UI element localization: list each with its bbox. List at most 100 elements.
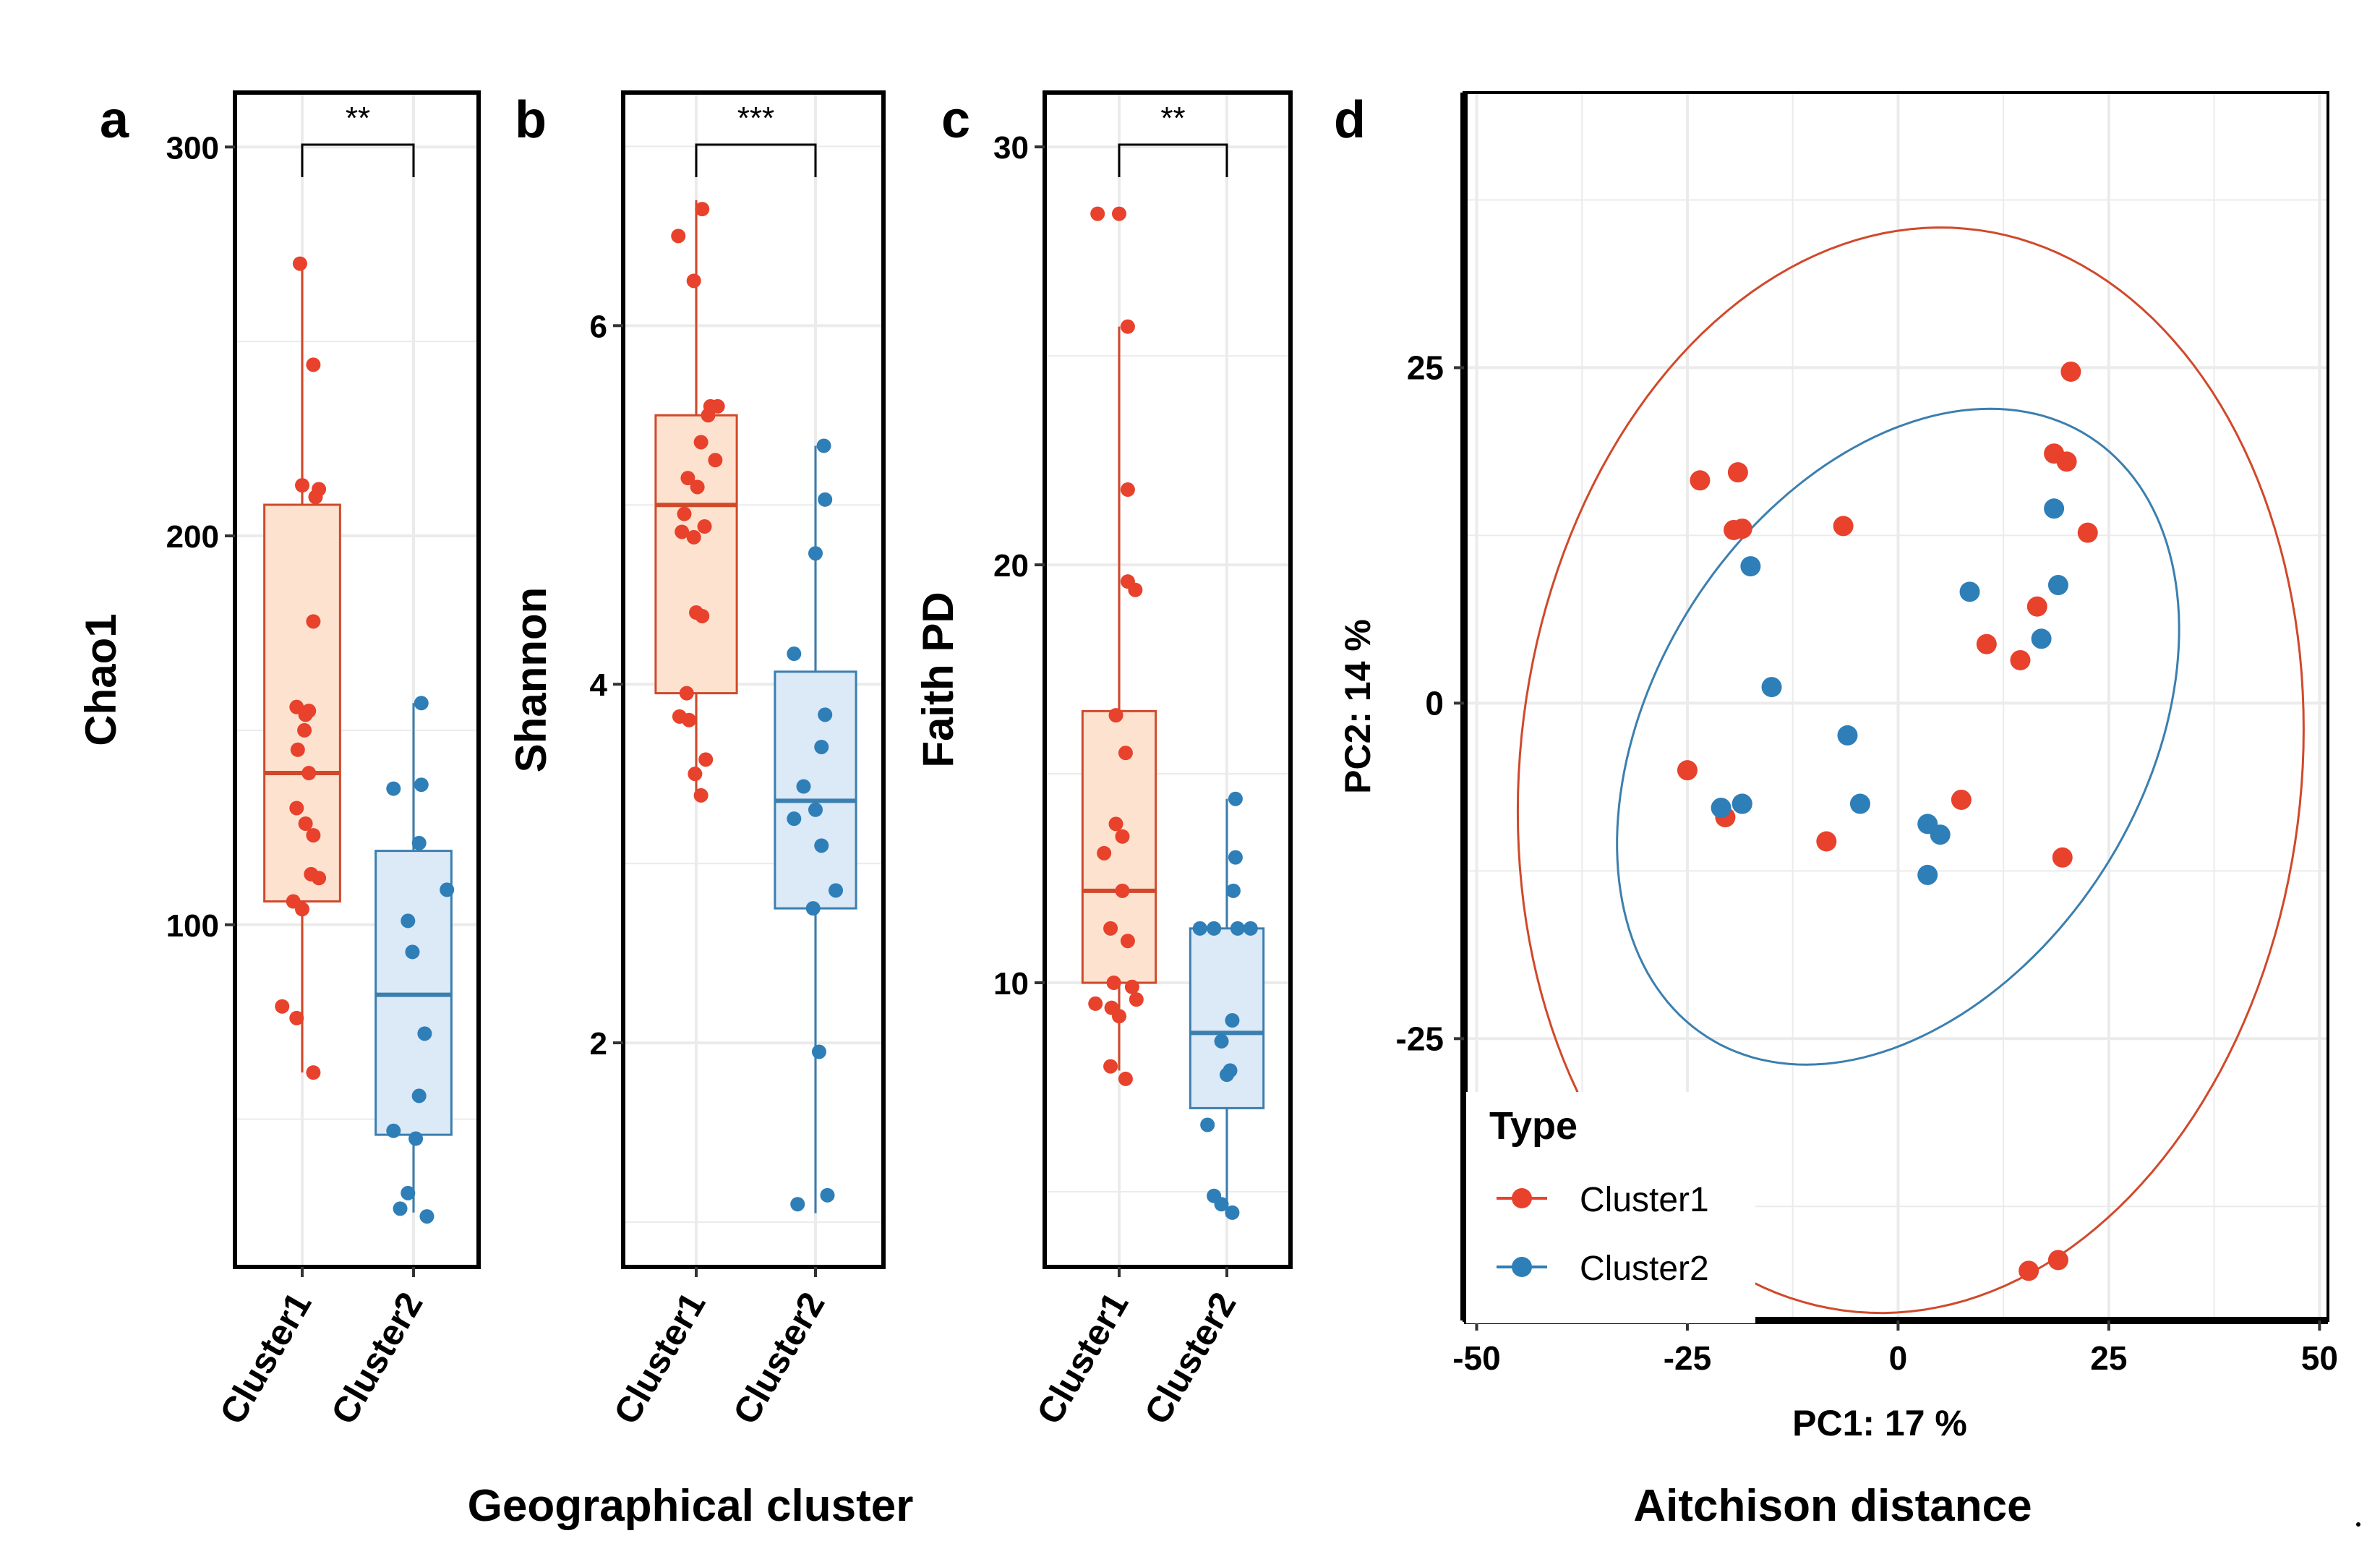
data-point xyxy=(677,506,692,521)
data-point xyxy=(1207,921,1222,936)
scatter-point xyxy=(1727,462,1748,483)
scatter-point xyxy=(2044,498,2065,519)
x-tick-label: Cluster1 xyxy=(1029,1286,1137,1431)
data-point xyxy=(1225,883,1241,898)
data-point xyxy=(1103,1059,1118,1074)
y-tick-label: 6 xyxy=(590,309,607,344)
data-point xyxy=(298,707,313,722)
box-cluster2 xyxy=(1189,798,1265,1217)
ellipse-cluster1 xyxy=(1516,226,2305,1315)
data-point xyxy=(1090,206,1105,221)
significance-label: ** xyxy=(346,101,370,136)
data-point xyxy=(686,273,701,289)
panel-d: -50 -25 0 25 50 -25 0 25 d PC1: 17 % PC2: 14 % xyxy=(1334,91,2338,1443)
data-point xyxy=(306,828,321,843)
x-tick-label: 0 xyxy=(1889,1339,1908,1377)
panel-frame xyxy=(233,90,481,1269)
data-point xyxy=(1118,746,1133,761)
panel-label: a xyxy=(100,91,129,149)
data-point xyxy=(1192,921,1207,936)
significance-label: *** xyxy=(737,101,774,136)
scatter-point xyxy=(1732,793,1752,814)
data-point xyxy=(796,779,811,794)
points-cluster2 xyxy=(1192,791,1258,1220)
scatter-point xyxy=(1711,798,1732,819)
scatter-point xyxy=(1930,824,1951,845)
data-point xyxy=(393,1201,408,1216)
data-point xyxy=(411,835,427,850)
data-point xyxy=(1128,582,1143,597)
data-point xyxy=(829,883,844,898)
data-point xyxy=(1200,1117,1215,1132)
data-point xyxy=(695,202,710,217)
data-point xyxy=(1115,829,1130,844)
data-point xyxy=(808,546,823,561)
y-tick-label: 100 xyxy=(166,908,219,944)
panel-label: d xyxy=(1334,91,1366,149)
scatter-point xyxy=(2019,1260,2039,1281)
panel-c: 10 20 30 Cluster1 Cluster2 ** c Faith PD xyxy=(914,90,1293,1431)
scatter-point xyxy=(1761,677,1782,698)
data-point xyxy=(688,767,703,782)
data-point xyxy=(289,801,304,816)
scatter-point xyxy=(1816,831,1837,852)
data-point xyxy=(816,438,831,453)
scatter-point xyxy=(1837,725,1858,746)
ellipse-cluster2 xyxy=(1616,407,2180,1066)
y-axis-label: Faith PD xyxy=(914,592,962,767)
data-point xyxy=(1097,845,1112,861)
data-point xyxy=(405,944,420,960)
data-point xyxy=(1120,482,1135,498)
data-point xyxy=(417,1026,432,1041)
data-point xyxy=(1243,921,1258,936)
data-point xyxy=(693,788,709,803)
scatter-point xyxy=(2026,596,2047,617)
data-point xyxy=(275,999,290,1014)
scatter-point xyxy=(2047,1250,2068,1271)
data-point xyxy=(1214,1033,1229,1049)
scatter-point xyxy=(1833,516,1854,537)
y-tick-label: 2 xyxy=(590,1026,607,1062)
y-tick-label: 300 xyxy=(166,130,219,166)
data-point xyxy=(401,913,416,929)
data-point xyxy=(301,766,317,781)
data-point xyxy=(805,901,821,916)
panel-a: 100 200 300 Cluster1 Cluster2 ** a Chao1 xyxy=(77,90,481,1431)
scatter-point xyxy=(1951,789,1972,810)
data-point xyxy=(312,482,327,497)
box-cluster2 xyxy=(774,445,857,1213)
data-point xyxy=(1108,708,1123,723)
y-tick-label: 0 xyxy=(1425,684,1444,722)
data-point xyxy=(708,453,723,468)
box-iqr xyxy=(774,670,857,910)
scatter-point xyxy=(2010,649,2031,670)
data-point xyxy=(1115,883,1130,898)
data-point xyxy=(306,357,321,372)
data-point xyxy=(1228,791,1243,806)
data-point xyxy=(690,479,705,495)
y-axis-label: Chao1 xyxy=(77,613,125,746)
data-point xyxy=(297,722,312,738)
scatter-point xyxy=(2052,847,2073,868)
aitchison-distance-label: Aitchison distance xyxy=(1633,1481,2032,1531)
significance-bracket xyxy=(1118,143,1228,177)
y-tick-label: 200 xyxy=(166,519,219,555)
scatter-point xyxy=(1677,760,1698,781)
x-tick-label: -50 xyxy=(1452,1339,1500,1377)
points-cluster2 xyxy=(787,438,844,1212)
points-cluster1 xyxy=(671,202,725,803)
data-point xyxy=(312,871,327,886)
y-tick-label: 10 xyxy=(993,966,1029,1002)
data-point xyxy=(697,519,712,534)
panel-frame xyxy=(621,90,886,1269)
legend-title: Type xyxy=(1489,1104,1578,1148)
geographical-cluster-label: Geographical cluster xyxy=(468,1481,914,1531)
data-point xyxy=(292,256,307,271)
data-point xyxy=(1112,1009,1126,1024)
data-point xyxy=(818,492,833,507)
panel-label: b xyxy=(515,91,547,149)
panel-label: c xyxy=(941,91,970,149)
box-cluster1 xyxy=(1081,326,1157,1071)
